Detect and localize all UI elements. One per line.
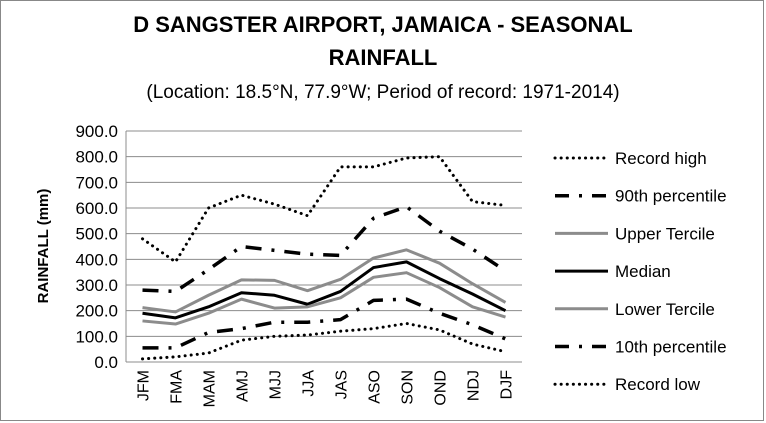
y-tick-label: 500.0 [75, 225, 118, 244]
series-line-median [142, 260, 507, 320]
legend-label: Median [615, 262, 671, 281]
series-line-90th-percentile [142, 204, 507, 294]
legend-label: Record high [615, 149, 707, 168]
legend-label: 90th percentile [615, 187, 727, 206]
series-line-record-high [141, 155, 507, 264]
x-tick-label: JAS [334, 370, 351, 399]
y-tick-label: 700.0 [75, 173, 118, 192]
y-tick-label: 600.0 [75, 199, 118, 218]
x-tick-label: SON [400, 370, 417, 405]
x-tick-label: OND [433, 370, 450, 406]
legend-label: Upper Tercile [615, 224, 715, 243]
y-tick-label: 0.0 [94, 353, 118, 372]
x-tick-label: DJF [499, 370, 516, 400]
y-tick-label: 300.0 [75, 276, 118, 295]
chart-title-line1: D SANGSTER AIRPORT, JAMAICA - SEASONAL [133, 12, 633, 37]
x-tick-label: AMJ [235, 370, 252, 402]
x-tick-label: MAM [202, 370, 219, 407]
x-tick-label: FMA [169, 370, 186, 404]
x-tick-label: ASO [367, 370, 384, 404]
y-tick-label: 400.0 [75, 250, 118, 269]
legend-label: Record low [615, 375, 701, 394]
x-tick-label: MJJ [268, 370, 285, 399]
series-line-10th-percentile [142, 297, 507, 350]
series-line-record-low [141, 322, 507, 361]
legend-label: 10th percentile [615, 338, 727, 357]
y-axis-label: RAINFALL (mm) [35, 189, 52, 304]
series-line-upper-tercile [142, 248, 507, 314]
y-tick-label: 200.0 [75, 302, 118, 321]
chart-subtitle: (Location: 18.5°N, 77.9°W; Period of rec… [146, 82, 619, 103]
y-tick-label: 100.0 [75, 327, 118, 346]
x-tick-label: NDJ [466, 370, 483, 401]
y-tick-label: 800.0 [75, 148, 118, 167]
chart-title-line2: RAINFALL [329, 45, 438, 70]
y-tick-label: 900.0 [75, 122, 118, 141]
series-line-lower-tercile [142, 271, 506, 326]
legend-label: Lower Tercile [615, 300, 715, 319]
x-tick-label: JFM [136, 370, 153, 401]
x-tick-label: JJA [301, 370, 318, 397]
